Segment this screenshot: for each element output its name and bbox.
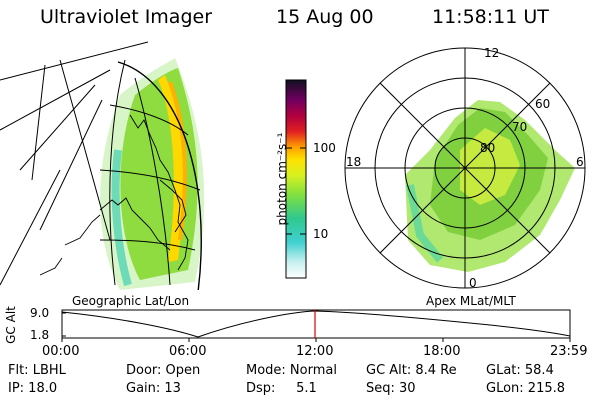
glat-info: GLat: 58.4: [486, 363, 554, 378]
date-label: 15 Aug 00: [276, 6, 374, 28]
colorbar-unit-label: photon cm⁻²s⁻¹: [275, 132, 289, 226]
colorbar: [285, 79, 307, 279]
time-tick-label: 12:00: [296, 344, 334, 359]
instrument-title: Ultraviolet Imager: [40, 6, 213, 28]
altitude-curve: [61, 310, 571, 338]
time-tick-label: 00:00: [42, 344, 80, 359]
time-tick-label: 06:00: [169, 344, 207, 359]
door-info: Door: Open: [126, 363, 201, 378]
mlt-label-left: 18: [346, 155, 362, 169]
altitude-axis-label: GC Alt: [4, 306, 18, 344]
mode-info: Mode: Normal: [246, 363, 337, 378]
mlat-label: 60: [535, 97, 551, 111]
polar-caption: Apex MLat/MLT: [426, 294, 516, 308]
altitude-tick-label: 1.8: [30, 328, 50, 342]
filter-info: Flt: LBHL: [8, 363, 66, 378]
seq-info: Seq: 30: [366, 381, 416, 396]
mlt-label-top: 12: [484, 46, 500, 60]
earth-limb: [117, 61, 202, 290]
mlt-label-bottom: 0: [469, 276, 477, 290]
geographic-map: [0, 41, 205, 290]
colorbar-tick-label: 10: [313, 227, 329, 241]
gain-info: Gain: 13: [126, 381, 181, 396]
mlt-label-right: 6: [576, 155, 584, 169]
gc-alt-info: GC Alt: 8.4 Re: [366, 363, 457, 378]
dsp-info: Dsp: 5.1: [246, 381, 317, 396]
mlat-label: 70: [512, 120, 528, 134]
altitude-tick-label: 9.0: [30, 306, 50, 320]
colorbar-ticks: [286, 147, 306, 235]
ip-info: IP: 18.0: [8, 381, 58, 396]
glon-info: GLon: 215.8: [486, 381, 566, 396]
time-label: 11:58:11 UT: [432, 6, 549, 28]
mlat-label: 80: [480, 141, 496, 155]
time-tick-label: 18:00: [423, 344, 461, 359]
polar-plot: [344, 47, 586, 289]
colorbar-tick-label: 100: [313, 141, 336, 155]
time-tick-label: 23:59: [550, 344, 588, 359]
altitude-plot: [61, 309, 571, 342]
geographic-caption: Geographic Lat/Lon: [72, 294, 190, 308]
